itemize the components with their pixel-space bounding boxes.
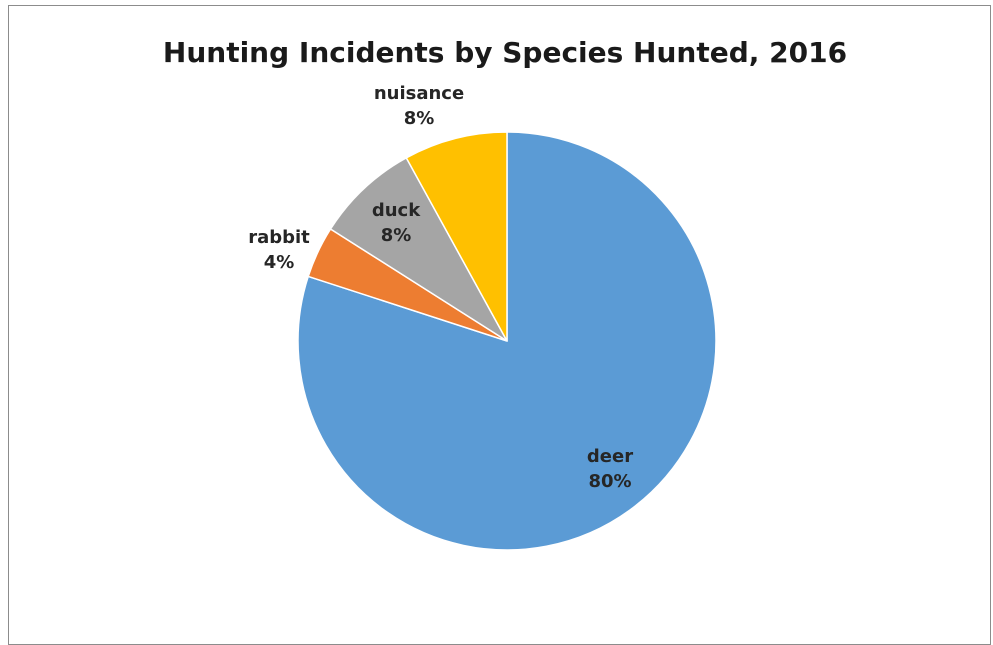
pie-labels: deer 80% rabbit 4% duck 8% nuisance 8%	[248, 83, 633, 492]
slice-value-duck: 8%	[381, 225, 412, 246]
slice-value-deer: 80%	[588, 471, 631, 492]
pie-slices	[297, 131, 717, 551]
slice-value-nuisance: 8%	[404, 108, 435, 129]
slice-value-rabbit: 4%	[264, 252, 295, 273]
slice-label-deer: deer 80%	[587, 446, 633, 492]
pie-slice-duck	[329, 156, 508, 342]
chart-title: Hunting Incidents by Species Hunted, 201…	[163, 36, 847, 69]
slice-label-rabbit: rabbit 4%	[248, 227, 310, 273]
pie-chart: Hunting Incidents by Species Hunted, 201…	[163, 36, 847, 551]
slice-category-nuisance: nuisance	[374, 83, 464, 104]
slice-label-nuisance: nuisance 8%	[374, 83, 464, 129]
slice-category-duck: duck	[372, 200, 421, 221]
pie-slice-nuisance	[405, 131, 508, 342]
slice-category-rabbit: rabbit	[248, 227, 310, 248]
slice-label-duck: duck 8%	[372, 200, 421, 246]
slice-category-deer: deer	[587, 446, 633, 467]
